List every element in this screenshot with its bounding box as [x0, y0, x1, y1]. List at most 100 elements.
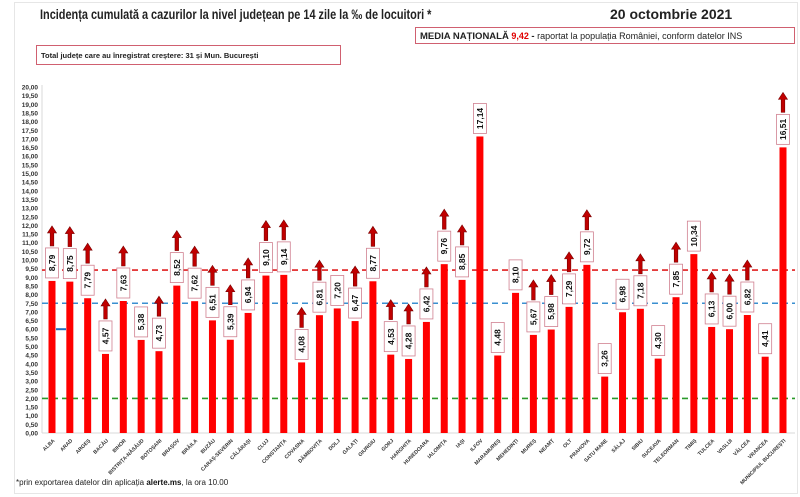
y-tick-label: 18,50 — [22, 110, 39, 117]
bar — [351, 321, 359, 433]
data-label: 4,53 — [386, 328, 396, 345]
footnote-suffix: , la ora 10.00 — [181, 478, 229, 487]
bar — [761, 356, 769, 433]
increase-arrow-icon — [243, 257, 254, 279]
increase-arrow-icon — [100, 298, 111, 320]
increase-arrow-icon — [403, 303, 414, 325]
bar — [137, 339, 145, 433]
national-average-note: raportat la populația României, conform … — [537, 31, 743, 41]
x-tick-label: IALOMIȚA — [427, 438, 449, 460]
data-label: 5,98 — [546, 303, 556, 320]
y-tick-label: 6,00 — [25, 327, 38, 334]
y-tick-label: 14,00 — [22, 188, 39, 195]
bar — [565, 306, 573, 433]
bar — [280, 274, 288, 433]
increase-arrow-icon — [82, 242, 93, 264]
y-tick-label: 6,50 — [25, 318, 38, 325]
increase-arrow-icon — [171, 230, 182, 251]
x-tick-label: TULCEA — [697, 438, 716, 457]
data-label: 9,14 — [279, 248, 289, 265]
x-tick-label: TIMIȘ — [684, 438, 698, 452]
data-label-box — [686, 220, 701, 252]
bar — [636, 308, 644, 433]
data-label: 8,52 — [172, 259, 182, 276]
data-label: 6,81 — [314, 289, 324, 306]
x-tick-label: CLUJ — [257, 438, 271, 452]
y-tick-label: 1,00 — [25, 413, 38, 420]
bar — [601, 376, 609, 433]
bar — [476, 136, 484, 433]
bar — [494, 355, 502, 433]
data-label: 6,82 — [742, 288, 752, 305]
increase-arrow-icon — [581, 209, 592, 231]
data-label-box — [98, 320, 113, 352]
data-label: 8,79 — [47, 254, 57, 271]
increase-arrow-icon — [153, 295, 165, 317]
increase-arrow-icon — [118, 245, 129, 267]
y-tick-label: 5,50 — [25, 335, 38, 342]
data-label-box — [579, 231, 594, 263]
increase-arrow-icon — [385, 299, 396, 320]
data-label: 7,18 — [635, 282, 645, 299]
bar — [262, 275, 270, 433]
y-tick-label: 4,00 — [25, 361, 38, 368]
data-label-box — [455, 246, 469, 278]
increase-arrow-icon — [777, 91, 789, 113]
increase-arrow-icon — [706, 271, 717, 293]
y-tick-label: 7,50 — [25, 301, 38, 308]
y-tick-label: 3,00 — [25, 379, 38, 386]
data-label-box — [633, 275, 648, 307]
data-label-box — [473, 103, 487, 134]
y-tick-label: 0,00 — [25, 431, 38, 438]
x-tick-label: BRĂILA — [180, 437, 199, 456]
bar — [672, 297, 680, 433]
bar — [440, 264, 448, 433]
increase-arrow-icon — [278, 219, 289, 241]
increase-arrow-icon — [439, 208, 450, 230]
y-tick-label: 7,00 — [25, 309, 38, 316]
data-label-box — [615, 278, 630, 310]
data-label-box — [758, 323, 773, 355]
data-label: 4,30 — [653, 332, 663, 349]
bar — [66, 281, 74, 433]
data-label-box — [312, 281, 327, 313]
data-label: 4,73 — [154, 325, 164, 342]
data-label-box — [187, 267, 202, 299]
y-tick-label: 2,00 — [25, 396, 38, 403]
chart-date: 20 octombrie 2021 — [610, 6, 733, 22]
bar — [529, 334, 537, 433]
bar — [619, 312, 627, 433]
y-tick-label: 9,50 — [25, 266, 38, 273]
bar — [226, 339, 234, 433]
data-label-box — [116, 267, 131, 299]
y-tick-label: 11,50 — [22, 232, 38, 239]
x-tick-label: SIBIU — [631, 438, 645, 452]
data-label: 6,51 — [207, 294, 217, 311]
bar — [369, 281, 377, 433]
x-tick-label: GIURGIU — [357, 438, 377, 458]
y-tick-label: 18,00 — [22, 119, 39, 126]
bar — [173, 285, 181, 433]
bar — [690, 254, 698, 433]
bar — [298, 362, 306, 433]
data-label-box — [348, 287, 362, 319]
data-label: 5,67 — [528, 308, 538, 325]
data-label: 7,63 — [118, 274, 128, 291]
data-label-box — [383, 321, 398, 353]
data-label: 4,08 — [297, 336, 307, 353]
data-label-box — [259, 242, 273, 273]
y-tick-label: 19,50 — [22, 93, 39, 100]
data-label-box — [366, 247, 380, 279]
bar — [315, 315, 323, 433]
y-tick-label: 12,50 — [22, 214, 39, 221]
y-tick-label: 20,00 — [22, 85, 39, 92]
bar — [512, 292, 520, 433]
national-average-value: 9,42 — [511, 31, 529, 41]
bar — [743, 315, 751, 433]
increase-arrow-icon — [367, 225, 378, 247]
increase-arrow-icon — [296, 306, 307, 328]
data-label: 9,10 — [261, 249, 271, 266]
chart-title: Incidența cumulată a cazurilor la nivel … — [40, 6, 432, 22]
y-tick-label: 15,50 — [22, 162, 39, 169]
